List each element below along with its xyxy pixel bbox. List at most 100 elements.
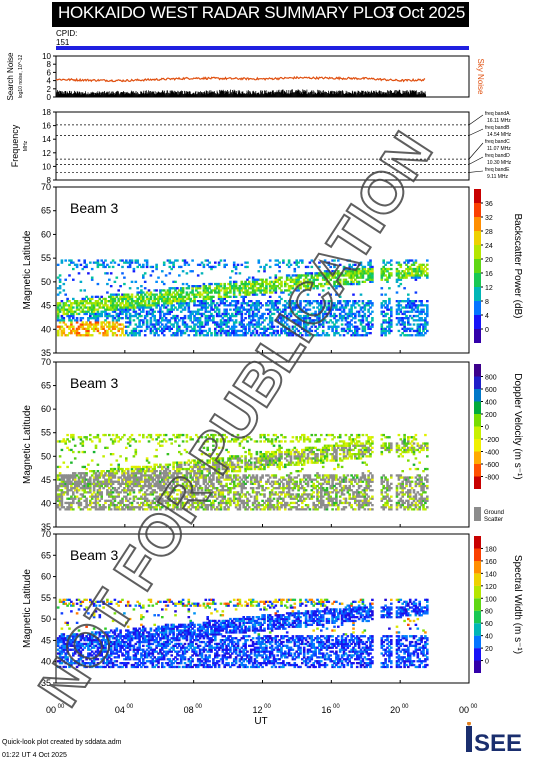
power-cell xyxy=(174,317,177,320)
power-cell xyxy=(196,325,200,328)
power-cell xyxy=(412,263,416,266)
velocity-cell xyxy=(164,463,168,466)
velocity-cell xyxy=(119,499,122,502)
power-cell xyxy=(367,302,370,305)
velocity-cell xyxy=(178,467,181,471)
velocity-cell xyxy=(155,484,158,488)
power-cell xyxy=(414,272,418,275)
velocity-cell xyxy=(155,495,158,498)
power-cell xyxy=(225,300,228,303)
power-cell xyxy=(115,293,119,296)
velocity-cell xyxy=(123,476,126,479)
power-cell xyxy=(414,314,418,318)
power-cell xyxy=(223,302,226,305)
power-cell xyxy=(73,319,77,322)
power-cell xyxy=(229,332,232,335)
power-cell xyxy=(115,304,119,307)
power-cell xyxy=(102,265,105,269)
power-cell xyxy=(138,321,141,324)
power-cell xyxy=(79,310,83,313)
velocity-cell xyxy=(68,480,71,483)
power-cell xyxy=(397,319,401,322)
power-cell xyxy=(265,308,268,311)
power-cell xyxy=(138,304,141,307)
power-cell xyxy=(196,300,200,303)
power-cell xyxy=(333,263,336,266)
power-cell xyxy=(253,280,257,283)
power-cell xyxy=(206,332,209,335)
power-cell xyxy=(109,272,113,275)
velocity-cell xyxy=(62,493,66,496)
power-cell xyxy=(225,323,228,326)
power-cell xyxy=(100,314,103,318)
power-cell xyxy=(272,325,276,328)
power-cell xyxy=(359,293,363,296)
power-cell xyxy=(225,263,228,266)
velocity-cell xyxy=(126,484,130,488)
velocity-cell xyxy=(153,501,156,505)
power-cell xyxy=(299,310,302,313)
velocity-cell xyxy=(178,436,181,439)
power-cell xyxy=(58,302,62,305)
velocity-cell xyxy=(56,465,60,469)
power-cell xyxy=(287,289,291,292)
power-cell xyxy=(196,304,200,307)
velocity-cell xyxy=(66,497,69,500)
power-cell xyxy=(354,327,357,330)
power-cell xyxy=(92,308,96,311)
power-cell xyxy=(134,261,138,264)
velocity-cell xyxy=(189,474,192,477)
power-cell xyxy=(416,334,420,337)
velocity-cell xyxy=(149,504,153,507)
velocity-cell xyxy=(145,480,149,483)
power-cell xyxy=(206,259,209,262)
power-cell xyxy=(410,274,414,277)
velocity-cell xyxy=(143,491,147,494)
velocity-cell xyxy=(195,508,198,511)
velocity-cell xyxy=(204,478,208,481)
power-cell xyxy=(397,317,401,320)
velocity-cell xyxy=(138,497,141,500)
velocity-cell xyxy=(142,470,145,473)
power-cell xyxy=(149,323,153,326)
power-cell xyxy=(170,308,173,311)
velocity-cell xyxy=(202,465,206,469)
power-cell xyxy=(357,312,361,316)
power-cell xyxy=(403,329,406,333)
power-cell xyxy=(159,321,162,324)
power-cell xyxy=(282,325,285,328)
velocity-cell xyxy=(161,489,164,492)
power-cell xyxy=(164,274,168,277)
power-cell xyxy=(151,329,155,333)
power-cell xyxy=(94,261,98,264)
power-cell xyxy=(384,267,387,271)
power-cell xyxy=(287,332,291,335)
power-cell xyxy=(134,314,138,318)
velocity-cell xyxy=(104,474,107,477)
velocity-cell xyxy=(142,480,145,483)
power-cell xyxy=(123,308,126,311)
power-cell xyxy=(232,323,236,326)
power-cell xyxy=(297,314,300,318)
power-cell xyxy=(217,282,221,286)
power-cell xyxy=(159,291,162,294)
power-cell xyxy=(185,293,189,296)
power-cell xyxy=(422,325,425,328)
power-cell xyxy=(420,317,423,320)
velocity-cell xyxy=(96,474,100,477)
velocity-cell xyxy=(178,472,181,475)
velocity-cell xyxy=(56,440,60,443)
velocity-cell xyxy=(185,495,189,498)
power-cell xyxy=(164,317,168,320)
power-cell xyxy=(60,329,64,333)
power-cell xyxy=(56,314,60,318)
power-cell xyxy=(128,302,132,305)
power-cell xyxy=(229,285,232,288)
power-cell xyxy=(159,312,162,316)
velocity-cell xyxy=(155,499,158,502)
power-cell xyxy=(297,306,300,309)
velocity-cell xyxy=(196,489,200,492)
power-cell xyxy=(253,308,257,311)
power-cell xyxy=(128,323,132,326)
velocity-cell xyxy=(125,491,128,494)
